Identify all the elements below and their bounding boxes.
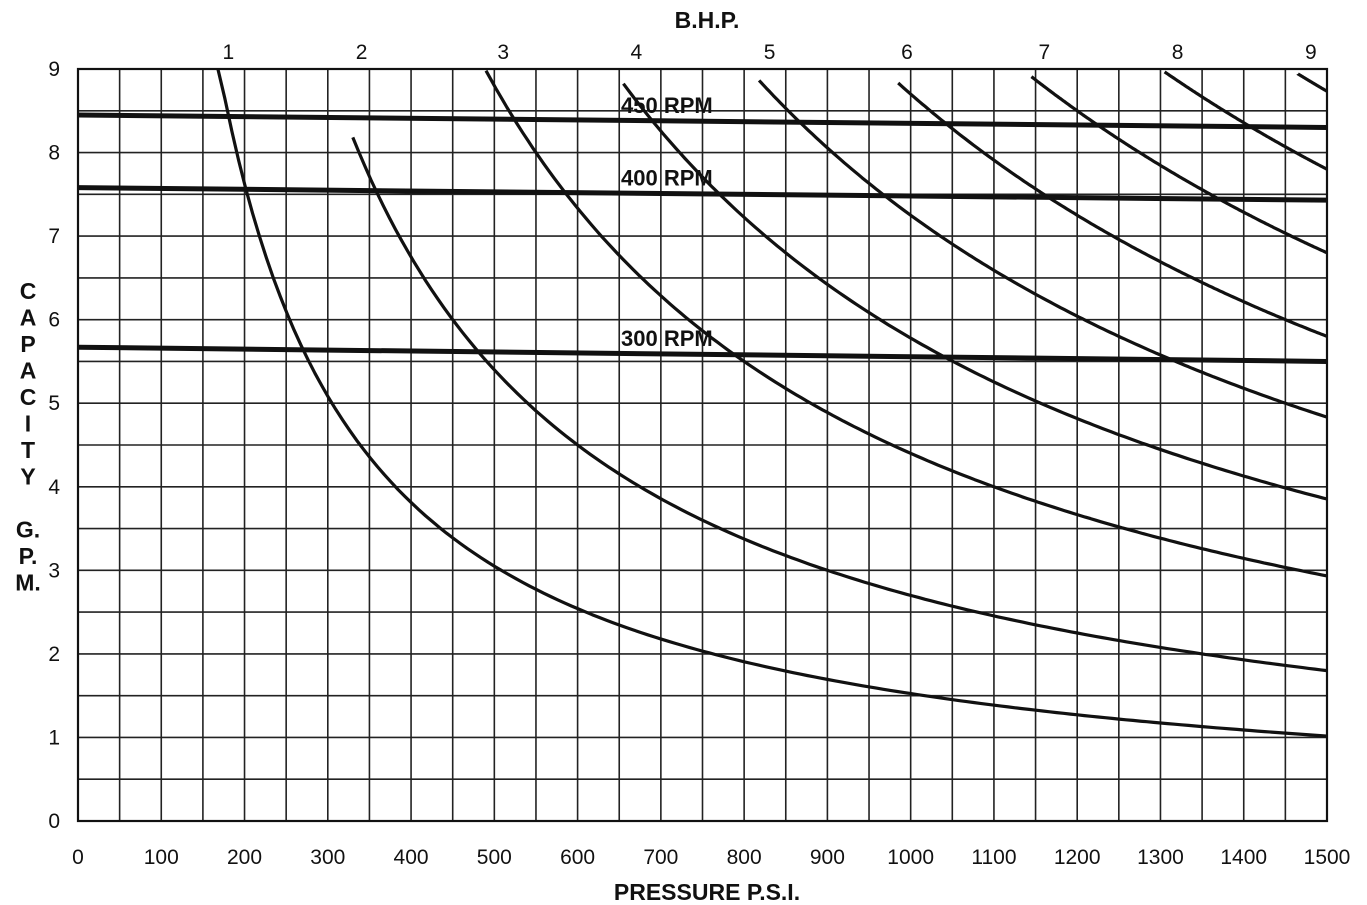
y-tick-label: 2 — [48, 643, 60, 666]
rpm-label: 300 RPM — [621, 326, 713, 351]
rpm-label: 400 RPM — [621, 165, 713, 190]
x-tick-labels: 0 100 200 300 400 500 600 700 800 900 1000 1100 1200… — [72, 846, 1350, 869]
y-tick-label: 1 — [48, 726, 60, 749]
y-tick-label: 5 — [48, 392, 60, 415]
y-axis-title-letter: A — [20, 358, 37, 384]
bhp-curve — [757, 79, 1328, 419]
x-tick-label: 1200 — [1054, 846, 1101, 869]
x-tick-label: 1300 — [1137, 846, 1184, 869]
y-axis-title-letter: T — [21, 437, 35, 463]
y-axis-title-letter: I — [25, 411, 31, 437]
bhp-curve — [1296, 72, 1329, 93]
x-tick-label: 0 — [72, 846, 84, 869]
bhp-label: 4 — [631, 41, 643, 64]
chart-title: B.H.P. — [675, 7, 740, 33]
rpm-line — [77, 112, 1328, 130]
bhp-curve — [1030, 75, 1328, 255]
y-tick-label: 9 — [48, 58, 60, 81]
x-tick-label: 1000 — [887, 846, 934, 869]
bhp-label: 2 — [356, 41, 368, 64]
bhp-curve — [1163, 70, 1328, 171]
y-axis-title-letter: G. — [16, 517, 40, 543]
x-tick-label: 800 — [727, 846, 762, 869]
bhp-curve — [484, 69, 1328, 578]
x-tick-label: 400 — [394, 846, 429, 869]
y-tick-labels: 0 1 2 3 4 5 6 7 8 9 — [48, 58, 60, 833]
bhp-curve — [351, 136, 1328, 673]
rpm-lines — [77, 112, 1328, 364]
x-tick-label: 300 — [310, 846, 345, 869]
bhp-curve — [216, 68, 1328, 738]
y-axis-title-letter: M. — [15, 570, 41, 596]
y-tick-label: 3 — [48, 559, 60, 582]
bhp-curves — [216, 68, 1329, 738]
y-axis-title-letter: C — [20, 278, 37, 304]
x-tick-label: 500 — [477, 846, 512, 869]
y-tick-label: 4 — [48, 476, 60, 499]
y-axis-title-letter: Y — [20, 464, 35, 490]
x-tick-label: 600 — [560, 846, 595, 869]
x-tick-label: 700 — [643, 846, 678, 869]
x-axis-title: PRESSURE P.S.I. — [614, 879, 800, 905]
bhp-curve — [622, 82, 1328, 501]
bhp-label: 6 — [901, 41, 913, 64]
bhp-label: 9 — [1305, 41, 1317, 64]
y-tick-label: 7 — [48, 225, 60, 248]
rpm-labels: 450 RPM 400 RPM 300 RPM — [621, 93, 713, 351]
y-axis-title-letter: A — [20, 305, 37, 331]
y-axis-title-letter: P. — [19, 543, 38, 569]
y-axis-title-letter: P — [20, 331, 35, 357]
rpm-line — [77, 344, 1328, 364]
x-tick-label: 900 — [810, 846, 845, 869]
rpm-label: 450 RPM — [621, 93, 713, 118]
rpm-line — [77, 185, 1328, 203]
bhp-label: 8 — [1172, 41, 1184, 64]
x-tick-label: 1400 — [1220, 846, 1267, 869]
x-tick-label: 1100 — [971, 846, 1016, 869]
bhp-label: 1 — [223, 41, 235, 64]
bhp-label: 3 — [497, 41, 509, 64]
bhp-label: 7 — [1039, 41, 1051, 64]
bhp-label: 5 — [764, 41, 776, 64]
y-tick-label: 0 — [48, 810, 60, 833]
y-tick-label: 6 — [48, 309, 60, 332]
bhp-tick-labels: 1 2 3 4 5 6 7 8 9 — [223, 41, 1317, 64]
x-tick-label: 1500 — [1304, 846, 1351, 869]
x-tick-label: 100 — [144, 846, 179, 869]
y-axis-title-letter: C — [20, 384, 37, 410]
x-tick-label: 200 — [227, 846, 262, 869]
plot-frame — [76, 67, 1329, 823]
y-tick-label: 8 — [48, 142, 60, 165]
bhp-curve — [897, 81, 1328, 338]
